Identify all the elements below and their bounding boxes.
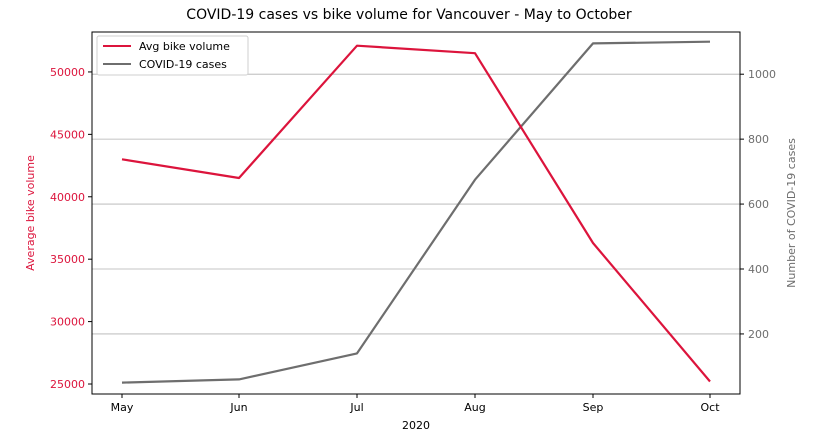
chart-title: COVID-19 cases vs bike volume for Vancou…	[186, 7, 632, 23]
y-right-tick-label: 200	[748, 328, 769, 341]
y-left-tick-label: 45000	[50, 128, 85, 141]
series-lines	[121, 40, 711, 384]
gridlines	[92, 73, 740, 335]
y-right-tick-label: 1000	[748, 68, 776, 81]
legend-label-bike: Avg bike volume	[139, 40, 230, 53]
y-left-tick-label: 25000	[50, 378, 85, 391]
x-axis: May Jun Jul Aug Sep Oct	[111, 394, 720, 414]
y-left-tick-label: 30000	[50, 316, 85, 329]
y-axis-right: 200 400 600 800 1000	[740, 68, 776, 341]
series-line-covid-cases	[121, 40, 711, 384]
x-tick-label: Jun	[229, 401, 247, 414]
y-right-tick-label: 400	[748, 263, 769, 276]
y-axis-right-label: Number of COVID-19 cases	[785, 138, 798, 288]
y-left-tick-label: 50000	[50, 66, 85, 79]
legend: Avg bike volume COVID-19 cases	[96, 35, 249, 76]
legend-label-covid: COVID-19 cases	[139, 58, 227, 71]
y-axis-left-label: Average bike volume	[24, 155, 37, 271]
series-line-bike-volume	[121, 44, 711, 383]
x-tick-label: Jul	[349, 401, 363, 414]
y-left-tick-label: 40000	[50, 191, 85, 204]
legend-box	[96, 35, 249, 76]
y-right-tick-label: 800	[748, 133, 769, 146]
x-axis-label: 2020	[402, 419, 430, 432]
x-tick-label: May	[111, 401, 134, 414]
plot-frame	[91, 31, 741, 395]
y-right-tick-label: 600	[748, 198, 769, 211]
y-left-tick-label: 35000	[50, 253, 85, 266]
x-tick-label: Aug	[464, 401, 485, 414]
x-tick-label: Oct	[700, 401, 720, 414]
y-axis-left: 25000 30000 35000 40000 45000 50000	[50, 66, 92, 391]
x-tick-label: Sep	[583, 401, 604, 414]
